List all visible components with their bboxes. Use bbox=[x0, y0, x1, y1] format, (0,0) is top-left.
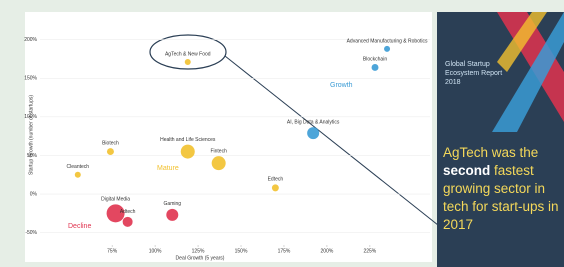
x-tick-label: 175% bbox=[278, 248, 291, 254]
x-axis-title: Deal Growth (5 years) bbox=[176, 255, 225, 261]
y-tick-label: 150% bbox=[24, 76, 37, 82]
bubble bbox=[181, 145, 195, 159]
y-tick-label: 200% bbox=[24, 37, 37, 43]
chart: Deal Growth (5 years) Startup Growth (nu… bbox=[0, 0, 437, 267]
message-bold: second bbox=[443, 163, 490, 178]
bubble bbox=[123, 217, 133, 227]
y-axis-title: Startup Growth (number of startups) bbox=[28, 95, 34, 175]
x-tick-label: 200% bbox=[321, 248, 334, 254]
x-tick-label: 225% bbox=[363, 248, 376, 254]
bubble bbox=[384, 46, 390, 52]
screenshot: Deal Growth (5 years) Startup Growth (nu… bbox=[0, 0, 564, 267]
point-label: Adtech bbox=[120, 209, 136, 215]
y-tick-label: 0% bbox=[30, 191, 38, 197]
point-label: Cleantech bbox=[67, 164, 90, 170]
report-panel: Global Startup Ecosystem Report 2018 AgT… bbox=[437, 12, 564, 267]
y-tick-label: 50% bbox=[27, 153, 38, 159]
point-label: Blockchain bbox=[363, 56, 387, 62]
panel-message: AgTech was the second fastest growing se… bbox=[443, 144, 561, 234]
point-label: Digital Media bbox=[101, 197, 130, 203]
bubble bbox=[166, 209, 178, 221]
x-tick-label: 125% bbox=[192, 248, 205, 254]
bubble bbox=[272, 184, 279, 191]
bubble bbox=[372, 64, 379, 71]
y-tick-label: 100% bbox=[24, 114, 37, 120]
group-label: Growth bbox=[330, 82, 353, 89]
point-label: AI, Big Data & Analytics bbox=[287, 119, 340, 125]
point-label: Advanced Manufacturing & Robotics bbox=[347, 38, 428, 44]
bubble bbox=[185, 59, 191, 65]
point-label: Biotech bbox=[102, 140, 119, 146]
bubble bbox=[212, 156, 226, 170]
point-label: AgTech & New Food bbox=[165, 51, 211, 57]
bubble bbox=[75, 172, 81, 178]
point-label: Edtech bbox=[268, 177, 284, 183]
x-tick-label: 100% bbox=[149, 248, 162, 254]
report-title: Global Startup Ecosystem Report 2018 bbox=[445, 60, 515, 87]
bubble bbox=[307, 127, 319, 139]
bubble bbox=[107, 148, 114, 155]
message-text: AgTech was the bbox=[443, 145, 538, 160]
x-tick-label: 150% bbox=[235, 248, 248, 254]
group-label: Decline bbox=[68, 223, 91, 230]
group-label: Mature bbox=[157, 165, 179, 172]
point-label: Gaming bbox=[164, 201, 182, 207]
point-label: Health and Life Sciences bbox=[160, 137, 216, 143]
x-tick-label: 75% bbox=[107, 248, 118, 254]
point-label: Fintech bbox=[210, 149, 227, 155]
y-tick-label: -50% bbox=[25, 230, 37, 236]
